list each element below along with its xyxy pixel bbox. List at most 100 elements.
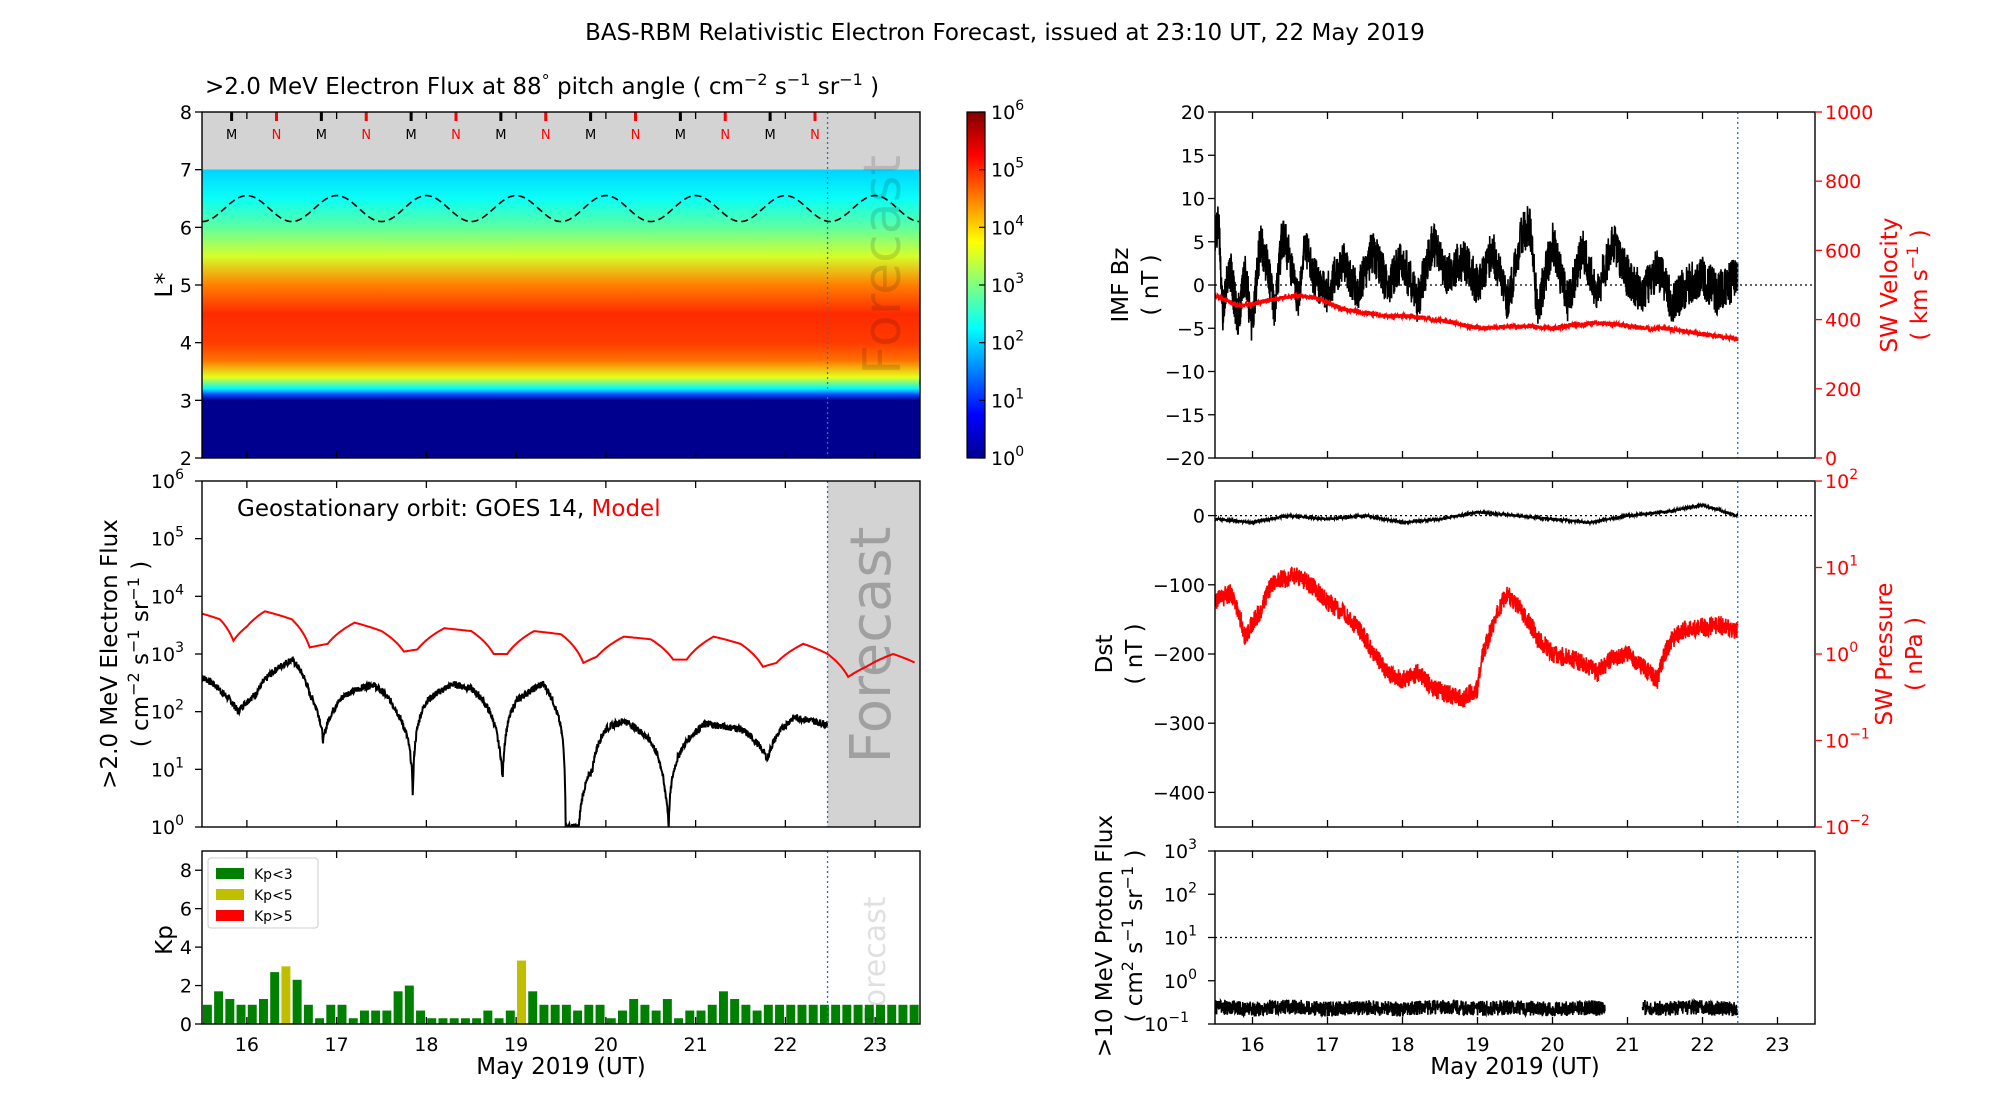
kp-bar — [416, 1010, 426, 1024]
x-tick-label: 21 — [684, 1034, 708, 1056]
dst-x-ticks — [1251, 481, 1779, 827]
y-tick-label: 0 — [1825, 448, 1837, 470]
y-tick-label: 0 — [180, 1014, 192, 1036]
goes-observed-line — [202, 656, 829, 827]
kp-bar — [864, 1004, 874, 1024]
kp-bar — [696, 1010, 706, 1024]
kp-bar — [550, 1004, 560, 1024]
dst-right-ylabel: SW Pressure — [1872, 583, 1898, 726]
x-tick-label: 20 — [1540, 1034, 1564, 1056]
kp-bar — [460, 1018, 470, 1024]
mn-label: M — [316, 128, 327, 143]
y-tick-label: −300 — [1153, 713, 1205, 735]
y-tick-label: 3 — [180, 390, 192, 412]
kp-bar — [797, 1004, 807, 1024]
kp-bar — [292, 979, 302, 1024]
y-tick-label: 100 — [1164, 967, 1197, 993]
lstar-x-ticks — [246, 112, 876, 458]
x-tick-label: 22 — [1690, 1034, 1714, 1056]
kp-bar — [371, 1010, 381, 1024]
dst-y2-ticks: 102 101 100 10−1 10−2 — [1815, 467, 1870, 839]
y-tick-label: 102 — [1825, 467, 1858, 493]
mn-label: N — [541, 128, 551, 143]
y-tick-label: 10−1 — [1825, 727, 1870, 753]
goes-frame — [201, 480, 921, 828]
imf-right-ylabel: SW Velocity — [1877, 218, 1903, 353]
kp-bar — [483, 1010, 493, 1024]
proton-panel: 103 102 101 100 10−1 16 17 18 19 20 21 22 23 >10 Me… — [1092, 815, 1816, 1080]
imf-x-ticks — [1251, 112, 1779, 458]
y-tick-label: 10−1 — [1144, 1010, 1189, 1036]
lstar-grey-region — [202, 112, 920, 170]
kp-bar — [427, 1018, 437, 1024]
lstar-magnetopause-line — [201, 194, 920, 223]
kp-bar — [853, 1004, 863, 1024]
kp-legend-label: Kp>5 — [254, 909, 293, 925]
proton-x-ticks: 16 17 18 19 20 21 22 23 — [1240, 851, 1790, 1056]
y-tick-label: 102 — [1164, 880, 1197, 906]
cbar-tick-label: 100 — [991, 444, 1024, 470]
y-tick-label: −10 — [1165, 362, 1205, 384]
y-tick-label: 8 — [180, 860, 192, 882]
y-tick-label: 6 — [180, 217, 192, 239]
kp-bar — [337, 1004, 347, 1024]
mn-label: N — [272, 128, 282, 143]
kp-bar — [528, 991, 538, 1024]
kp-bar — [640, 1004, 650, 1024]
lstar-title: >2.0 MeV Electron Flux at 88° pitch angl… — [205, 70, 879, 100]
goes-x-ticks — [246, 481, 876, 827]
dst-ylabel-units: ( nT ) — [1122, 623, 1148, 684]
goes-panel: Forecast Geostationary orbit: GOES 14, M… — [97, 467, 921, 839]
mn-label: M — [675, 128, 686, 143]
mn-label: M — [406, 128, 417, 143]
y-tick-label: 6 — [180, 899, 192, 921]
y-tick-label: 100 — [151, 813, 184, 839]
y-tick-label: 20 — [1181, 102, 1205, 124]
kp-ylabel: Kp — [152, 925, 178, 955]
kp-bar — [573, 1010, 583, 1024]
kp-bar — [348, 1018, 358, 1024]
kp-bar — [438, 1018, 448, 1024]
mn-label: N — [810, 128, 820, 143]
kp-panel: Forecast Kp<3 Kp<5 Kp>5 0 2 4 6 8 16 17 18 19 20 21… — [152, 850, 921, 1080]
y-tick-label: 101 — [151, 755, 184, 781]
kp-bar — [505, 1010, 515, 1024]
y-tick-label: 200 — [1825, 379, 1861, 401]
y-tick-label: −400 — [1153, 782, 1205, 804]
kp-legend-swatch — [216, 868, 244, 879]
kp-bar — [730, 999, 740, 1024]
cbar-tick-label: 104 — [991, 213, 1024, 239]
kp-bar — [909, 1004, 919, 1024]
goes-ylabel: >2.0 MeV Electron Flux — [97, 519, 123, 789]
kp-bar — [606, 1018, 616, 1024]
y-tick-label: 800 — [1825, 171, 1861, 193]
kp-bar — [449, 1018, 459, 1024]
kp-bar — [214, 991, 224, 1024]
y-tick-label: 106 — [151, 467, 184, 493]
imf-ylabel: IMF Bz — [1108, 247, 1134, 322]
kp-bar — [685, 1010, 695, 1024]
sw-velocity-line — [1215, 291, 1739, 344]
kp-bar — [741, 1004, 751, 1024]
kp-bar — [202, 1004, 212, 1024]
goes-forecast-label: Forecast — [839, 527, 904, 764]
y-tick-label: 4 — [180, 937, 192, 959]
kp-legend-swatch — [216, 910, 244, 921]
dst-y-ticks: 0 −100 −200 −300 −400 — [1153, 506, 1215, 804]
y-tick-label: −200 — [1153, 644, 1205, 666]
kp-bar — [842, 1004, 852, 1024]
kp-bar — [303, 1004, 313, 1024]
mn-label: M — [226, 128, 237, 143]
kp-bar — [775, 1004, 785, 1024]
kp-bar — [876, 1004, 885, 1024]
imf-bz-line — [1215, 206, 1739, 341]
x-tick-label: 17 — [1315, 1034, 1339, 1056]
kp-bar — [651, 1010, 661, 1024]
kp-bar — [595, 1004, 605, 1024]
imf-y2-ticks: 1000 800 600 400 200 0 — [1815, 102, 1873, 470]
y-tick-label: 5 — [180, 275, 192, 297]
y-tick-label: 7 — [180, 160, 192, 182]
proton-flux-line — [1215, 997, 1739, 1019]
y-tick-label: 101 — [1825, 554, 1858, 580]
